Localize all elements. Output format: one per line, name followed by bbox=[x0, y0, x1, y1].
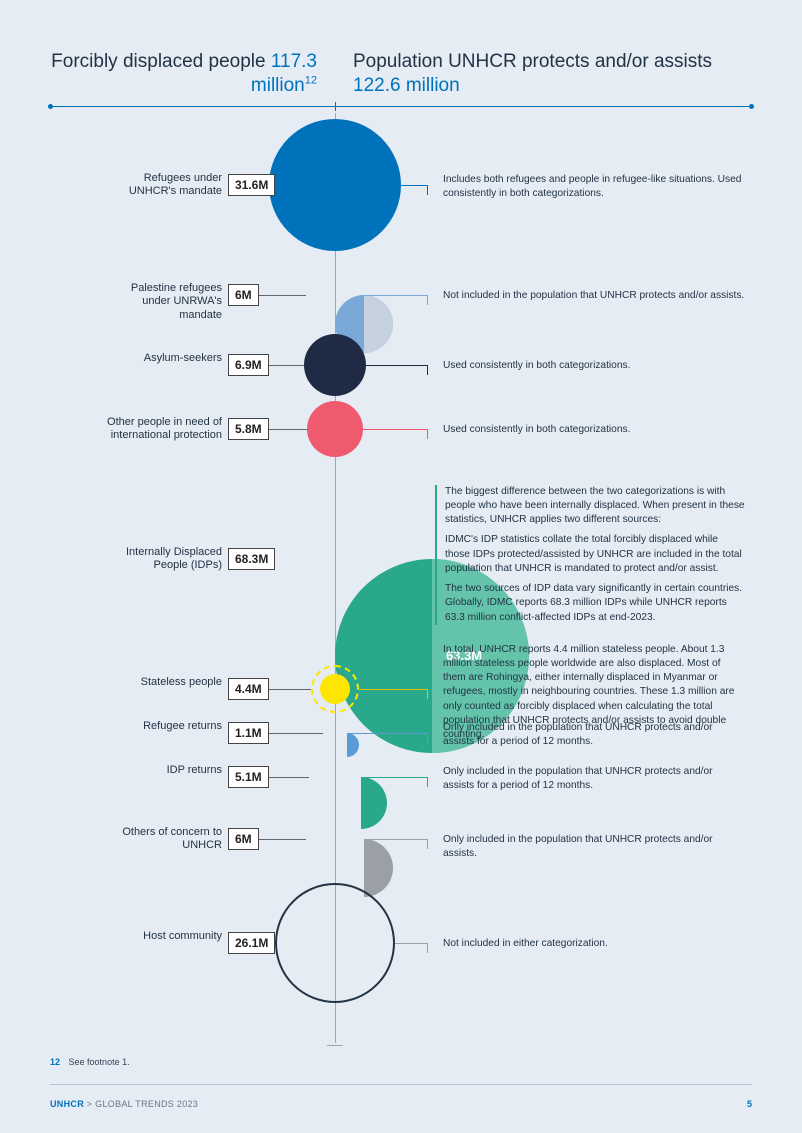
right-cap-host-community bbox=[427, 943, 428, 953]
value-box-refugee-returns: 1.1M bbox=[228, 722, 269, 744]
right-connector-others-concern bbox=[364, 839, 427, 840]
right-connector-refugee-returns bbox=[347, 733, 427, 734]
title-left: Forcibly displaced people 117.3 million1… bbox=[50, 50, 335, 98]
title-right: Population UNHCR protects and/or assists… bbox=[335, 50, 752, 98]
axis-tick-center bbox=[335, 102, 336, 111]
bubble-host-community bbox=[275, 883, 395, 1003]
bubble-refugees-unhcr-mandate bbox=[269, 119, 401, 251]
bubble-stateless bbox=[311, 665, 359, 713]
footnote: 12 See footnote 1. bbox=[50, 1057, 130, 1067]
description-host-community: Not included in either categorization. bbox=[435, 937, 745, 951]
value-box-host-community: 26.1M bbox=[228, 932, 275, 954]
description-refugee-returns: Only included in the population that UNH… bbox=[435, 721, 745, 750]
category-label-others-concern: Others of concern to UNHCR bbox=[102, 826, 222, 854]
value-box-idps: 68.3M bbox=[228, 548, 275, 570]
description-palestine-unrwa: Not included in the population that UNHC… bbox=[435, 289, 745, 303]
right-connector-other-intl-protection bbox=[363, 429, 427, 430]
right-cap-refugees-unhcr-mandate bbox=[427, 185, 428, 195]
title-left-sup: 12 bbox=[305, 74, 317, 86]
footer-divider bbox=[50, 1084, 752, 1085]
category-label-refugees-unhcr-mandate: Refugees under UNHCR's mandate bbox=[102, 172, 222, 200]
right-connector-refugees-unhcr-mandate bbox=[401, 185, 427, 186]
bubble-asylum-seekers bbox=[304, 334, 366, 396]
left-connector-others-concern bbox=[259, 839, 306, 840]
right-connector-asylum-seekers bbox=[366, 365, 427, 366]
value-box-other-intl-protection: 5.8M bbox=[228, 418, 269, 440]
bubble-chart: Refugees under UNHCR's mandate 31.6M Inclu… bbox=[50, 113, 752, 1053]
category-label-refugee-returns: Refugee returns bbox=[102, 720, 222, 734]
title-left-text: Forcibly displaced people bbox=[51, 51, 265, 72]
footer: UNHCR > GLOBAL TRENDS 2023 5 bbox=[50, 1099, 752, 1109]
right-cap-stateless bbox=[427, 689, 428, 699]
right-cap-others-concern bbox=[427, 839, 428, 849]
value-box-idp-returns: 5.1M bbox=[228, 766, 269, 788]
page: Forcibly displaced people 117.3 million1… bbox=[0, 0, 802, 1133]
category-label-palestine-unrwa: Palestine refugees under UNRWA's mandate bbox=[102, 282, 222, 323]
right-connector-host-community bbox=[395, 943, 427, 944]
right-cap-palestine-unrwa bbox=[427, 295, 428, 305]
bubble-other-intl-protection bbox=[307, 401, 363, 457]
category-label-other-intl-protection: Other people in need of international pr… bbox=[102, 416, 222, 444]
left-connector-palestine-unrwa bbox=[259, 295, 306, 296]
right-connector-palestine-unrwa bbox=[364, 295, 427, 296]
footnote-num: 12 bbox=[50, 1057, 60, 1067]
titles-row: Forcibly displaced people 117.3 million1… bbox=[50, 50, 752, 98]
axis-bottom-cap bbox=[327, 1045, 343, 1046]
category-label-idps: Internally Displaced People (IDPs) bbox=[102, 546, 222, 574]
value-box-others-concern: 6M bbox=[228, 828, 259, 850]
value-box-refugees-unhcr-mandate: 31.6M bbox=[228, 174, 275, 196]
page-number: 5 bbox=[747, 1099, 752, 1109]
left-connector-idp-returns bbox=[269, 777, 309, 778]
left-connector-asylum-seekers bbox=[269, 365, 304, 366]
description-other-intl-protection: Used consistently in both categorization… bbox=[435, 423, 745, 437]
right-cap-idp-returns bbox=[427, 777, 428, 787]
right-cap-asylum-seekers bbox=[427, 365, 428, 375]
description-refugees-unhcr-mandate: Includes both refugees and people in ref… bbox=[435, 173, 745, 202]
description-idps: The biggest difference between the two c… bbox=[435, 485, 745, 626]
right-cap-refugee-returns bbox=[427, 733, 428, 743]
right-cap-other-intl-protection bbox=[427, 429, 428, 439]
value-box-palestine-unrwa: 6M bbox=[228, 284, 259, 306]
title-right-value: 122.6 million bbox=[353, 75, 460, 96]
value-box-asylum-seekers: 6.9M bbox=[228, 354, 269, 376]
footnote-text: See footnote 1. bbox=[69, 1057, 130, 1067]
left-connector-refugee-returns bbox=[269, 733, 323, 734]
footer-brand: UNHCR bbox=[50, 1099, 84, 1109]
description-idp-returns: Only included in the population that UNH… bbox=[435, 765, 745, 794]
category-label-idp-returns: IDP returns bbox=[102, 764, 222, 778]
category-label-asylum-seekers: Asylum-seekers bbox=[102, 352, 222, 366]
description-others-concern: Only included in the population that UNH… bbox=[435, 833, 745, 862]
right-connector-idp-returns bbox=[361, 777, 427, 778]
footer-title: GLOBAL TRENDS 2023 bbox=[95, 1099, 198, 1109]
left-connector-stateless bbox=[269, 689, 311, 690]
horizontal-axis bbox=[50, 106, 752, 107]
category-label-stateless: Stateless people bbox=[102, 676, 222, 690]
footer-sep: > bbox=[84, 1099, 95, 1109]
footer-left: UNHCR > GLOBAL TRENDS 2023 bbox=[50, 1099, 198, 1109]
left-connector-other-intl-protection bbox=[269, 429, 307, 430]
category-label-host-community: Host community bbox=[102, 930, 222, 944]
right-connector-stateless bbox=[359, 689, 427, 690]
description-asylum-seekers: Used consistently in both categorization… bbox=[435, 359, 745, 373]
title-right-text: Population UNHCR protects and/or assists bbox=[353, 51, 712, 72]
value-box-stateless: 4.4M bbox=[228, 678, 269, 700]
